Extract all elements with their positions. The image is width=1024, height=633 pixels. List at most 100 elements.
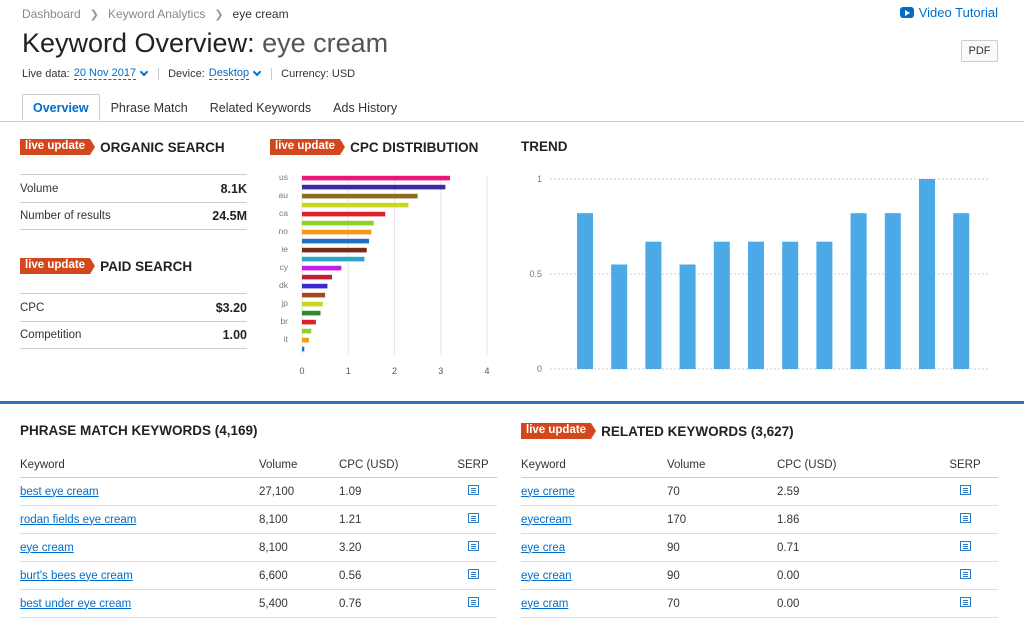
bar [679, 264, 696, 369]
table-header: Keyword Volume CPC (USD) SERP [20, 452, 497, 478]
meta-row: Live data: 20 Nov 2017 Device: Desktop C… [22, 67, 355, 80]
page-title: Keyword Overview: eye cream [22, 28, 388, 59]
volume-cell: 90 [667, 569, 680, 582]
serp-list-icon[interactable] [959, 485, 971, 495]
cpc-cell: 0.00 [777, 569, 800, 582]
trend-chart: 10.50 [529, 174, 990, 374]
keyword-link[interactable]: best under eye cream [20, 597, 132, 610]
organic-search-heading: live update ORGANIC SEARCH [20, 139, 225, 155]
bar [302, 274, 333, 280]
y-tick-label: jp [280, 298, 288, 308]
volume-cell: 170 [667, 513, 687, 526]
organic-volume-label: Volume [20, 182, 59, 195]
keyword-link[interactable]: best eye cream [20, 485, 99, 498]
chevron-down-icon[interactable] [139, 67, 149, 77]
serp-cell [449, 485, 497, 498]
table-header: Keyword Volume CPC (USD) SERP [521, 452, 998, 478]
x-tick-label: 4 [484, 366, 489, 376]
bar [302, 292, 326, 298]
trend-heading: TREND [521, 139, 568, 154]
cpc-cell: 0.76 [339, 597, 362, 610]
related-keywords-heading: live update RELATED KEYWORDS (3,627) [521, 423, 794, 439]
serp-list-icon[interactable] [959, 541, 971, 551]
page-title-keyword: eye cream [262, 28, 389, 58]
cpc-distribution-title: CPC DISTRIBUTION [350, 139, 479, 155]
live-update-badge: live update [521, 423, 597, 439]
bar [302, 337, 309, 343]
pdf-button[interactable]: PDF [961, 40, 998, 62]
y-tick-label: ie [281, 244, 288, 254]
serp-list-icon[interactable] [467, 569, 479, 579]
related-keywords-table: Keyword Volume CPC (USD) SERP eye creme 7… [521, 452, 998, 618]
phrase-match-heading: PHRASE MATCH KEYWORDS (4,169) [20, 423, 258, 438]
related-keywords-title: RELATED KEYWORDS (3,627) [601, 423, 794, 439]
volume-cell: 6,600 [259, 569, 288, 582]
live-update-badge: live update [20, 139, 96, 155]
keyword-link[interactable]: burt's bees eye cream [20, 569, 133, 582]
volume-cell: 70 [667, 597, 680, 610]
col-volume[interactable]: Volume [259, 458, 298, 471]
col-keyword[interactable]: Keyword [521, 458, 566, 471]
cpc-distribution-chart: 0 1 2 3 4 us au ca no ie cy dk jp br it [279, 172, 490, 376]
section-divider [0, 401, 1024, 404]
paid-row-competition: Competition 1.00 [20, 321, 247, 349]
volume-cell: 8,100 [259, 513, 288, 526]
live-data-dropdown[interactable]: 20 Nov 2017 [73, 67, 137, 80]
organic-row-volume: Volume 8.1K [20, 174, 247, 202]
col-cpc[interactable]: CPC (USD) [777, 458, 837, 471]
bar [302, 229, 372, 235]
bar [302, 175, 450, 181]
video-tutorial-label: Video Tutorial [918, 5, 998, 20]
keyword-link[interactable]: eyecream [521, 513, 572, 526]
live-data-label: Live data: [22, 67, 70, 80]
bar [919, 179, 935, 369]
y-tick-label: 0.5 [529, 269, 542, 279]
video-tutorial-link[interactable]: Video Tutorial [899, 5, 998, 20]
cpc-distribution-heading: live update CPC DISTRIBUTION [270, 139, 478, 155]
tab-overview[interactable]: Overview [22, 94, 100, 121]
tab-related-keywords[interactable]: Related Keywords [209, 101, 312, 115]
breadcrumb: Dashboard ❯ Keyword Analytics ❯ eye crea… [22, 7, 289, 21]
table-row: eye creme 70 2.59 [521, 478, 998, 506]
col-serp: SERP [949, 458, 981, 471]
serp-list-icon[interactable] [467, 541, 479, 551]
col-cpc[interactable]: CPC (USD) [339, 458, 399, 471]
x-tick-label: 2 [392, 366, 397, 376]
serp-list-icon[interactable] [467, 513, 479, 523]
serp-list-icon[interactable] [959, 513, 971, 523]
serp-list-icon[interactable] [467, 485, 479, 495]
col-volume[interactable]: Volume [667, 458, 706, 471]
keyword-link[interactable]: eye cram [521, 597, 569, 610]
y-tick-label: it [284, 334, 289, 344]
organic-volume-value: 8.1K [220, 181, 247, 196]
keyword-link[interactable]: eye crea [521, 541, 566, 554]
bar [816, 241, 833, 369]
bar [577, 213, 593, 369]
y-tick-label: us [279, 172, 288, 182]
bar [302, 220, 374, 226]
breadcrumb-dashboard[interactable]: Dashboard [22, 7, 81, 21]
serp-list-icon[interactable] [467, 597, 479, 607]
y-tick-label: cy [280, 262, 289, 272]
chevron-down-icon[interactable] [252, 67, 262, 77]
tab-bar: Overview Phrase Match Related Keywords A… [22, 94, 408, 121]
keyword-link[interactable]: eye crean [521, 569, 572, 582]
serp-list-icon[interactable] [959, 597, 971, 607]
serp-cell [932, 513, 998, 526]
paid-search-title: PAID SEARCH [100, 258, 193, 274]
tab-ads-history[interactable]: Ads History [333, 101, 398, 115]
col-keyword[interactable]: Keyword [20, 458, 65, 471]
keyword-link[interactable]: eye creme [521, 485, 575, 498]
breadcrumb-keyword-analytics[interactable]: Keyword Analytics [107, 7, 206, 21]
device-dropdown[interactable]: Desktop [208, 67, 250, 80]
meta-divider [158, 67, 160, 80]
keyword-link[interactable]: rodan fields eye cream [20, 513, 137, 526]
keyword-link[interactable]: eye cream [20, 541, 74, 554]
bar [302, 283, 328, 289]
serp-list-icon[interactable] [959, 569, 971, 579]
organic-search-table: Volume 8.1K Number of results 24.5M [20, 174, 247, 230]
tab-phrase-match[interactable]: Phrase Match [110, 101, 188, 115]
play-icon [899, 7, 914, 18]
volume-cell: 8,100 [259, 541, 288, 554]
meta-divider [271, 67, 273, 80]
